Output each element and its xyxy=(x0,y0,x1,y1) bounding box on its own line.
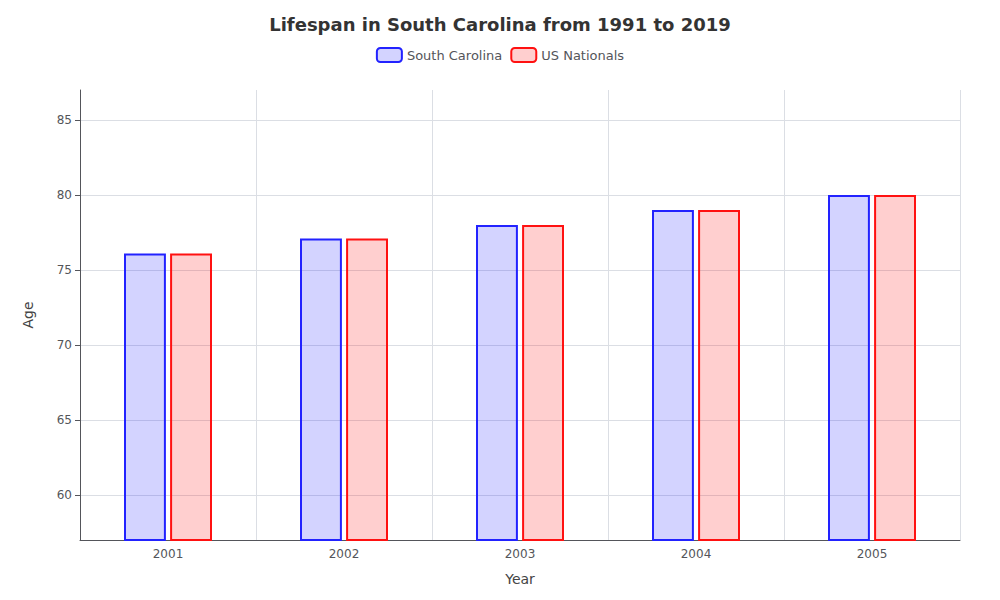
svg-text:85: 85 xyxy=(57,113,72,127)
svg-text:2005: 2005 xyxy=(857,547,888,561)
svg-text:South Carolina: South Carolina xyxy=(407,48,502,63)
svg-text:2003: 2003 xyxy=(505,547,536,561)
svg-text:60: 60 xyxy=(57,488,72,502)
svg-text:Year: Year xyxy=(504,571,535,587)
svg-text:2004: 2004 xyxy=(681,547,712,561)
svg-text:US Nationals: US Nationals xyxy=(541,48,624,63)
svg-text:2001: 2001 xyxy=(153,547,184,561)
svg-text:70: 70 xyxy=(57,338,72,352)
svg-text:2002: 2002 xyxy=(329,547,360,561)
svg-text:75: 75 xyxy=(57,263,72,277)
svg-text:Age: Age xyxy=(20,301,36,328)
svg-text:65: 65 xyxy=(57,413,72,427)
svg-text:Lifespan in South Carolina fro: Lifespan in South Carolina from 1991 to … xyxy=(269,14,731,35)
svg-text:80: 80 xyxy=(57,188,72,202)
